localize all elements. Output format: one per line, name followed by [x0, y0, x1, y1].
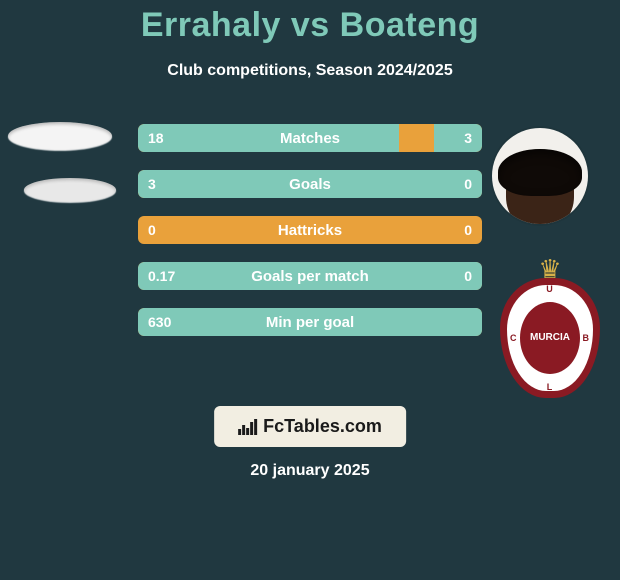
stat-bar-label: Matches — [138, 130, 482, 147]
footer-date: 20 january 2025 — [0, 462, 620, 480]
crest-letter-left: C — [510, 333, 518, 343]
stat-bar-left-value: 0 — [148, 222, 156, 238]
right-player-photo — [492, 128, 588, 224]
stat-bars: Matches183Goals30Hattricks00Goals per ma… — [138, 124, 482, 354]
stat-bar-left-value: 3 — [148, 176, 156, 192]
stat-bar-label: Min per goal — [138, 314, 482, 331]
stat-bar-label: Hattricks — [138, 222, 482, 239]
bar-chart-icon — [238, 419, 257, 435]
player-head-icon — [506, 155, 573, 224]
crest-letter-bottom: L — [547, 382, 554, 392]
stat-bar-label: Goals per match — [138, 268, 482, 285]
left-club-placeholder-icon — [24, 178, 116, 202]
stat-bar-left-value: 630 — [148, 314, 171, 330]
stat-bar-label: Goals — [138, 176, 482, 193]
stat-bar: Goals3 0 — [138, 170, 482, 198]
right-club-crest: ♛ C B U L MURCIA — [500, 256, 600, 398]
comparison-card: Errahaly vs Boateng Club competitions, S… — [0, 0, 620, 580]
page-title: Errahaly vs Boateng — [0, 6, 620, 45]
player-hair-icon — [498, 149, 581, 195]
stat-bar-right-value: 0 — [464, 176, 472, 192]
stat-bar: Min per goal630 — [138, 308, 482, 336]
stat-bar: Matches18 3 — [138, 124, 482, 152]
stat-bar: Hattricks0 0 — [138, 216, 482, 244]
stat-bar-right-value: 3 — [464, 130, 472, 146]
page-subtitle: Club competitions, Season 2024/2025 — [0, 62, 620, 80]
crest-letter-right: B — [583, 333, 591, 343]
source-badge-text: FcTables.com — [263, 416, 382, 437]
left-player-placeholder-icon — [8, 122, 112, 150]
stat-bar-left-value: 0.17 — [148, 268, 175, 284]
stat-bar-right-value: 0 — [464, 268, 472, 284]
stat-bar: Goals per match0.17 0 — [138, 262, 482, 290]
shield-icon: C B U L MURCIA — [500, 278, 600, 398]
crest-center-text: MURCIA — [520, 302, 580, 374]
stat-bar-left-value: 18 — [148, 130, 164, 146]
source-badge: FcTables.com — [214, 406, 406, 447]
stat-bar-right-value: 0 — [464, 222, 472, 238]
crest-letter-top: U — [546, 284, 554, 294]
